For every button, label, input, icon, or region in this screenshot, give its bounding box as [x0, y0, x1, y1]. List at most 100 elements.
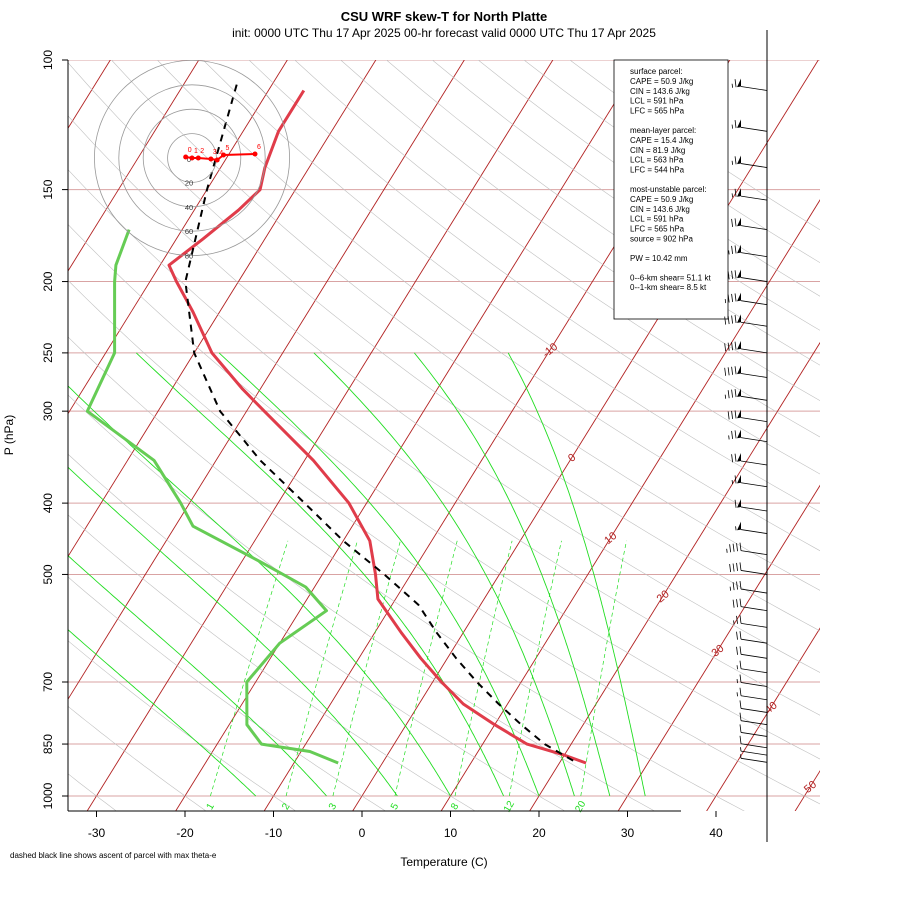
wind-barb-half-feather [731, 124, 733, 129]
temperature-tick-label: 0 [359, 826, 366, 840]
moist-adiabat [413, 352, 611, 797]
isotherm-line [68, 60, 200, 272]
wind-barb [724, 388, 768, 401]
wind-barb-half-feather [735, 526, 737, 531]
chart-subtitle: init: 0000 UTC Thu 17 Apr 2025 00-hr for… [232, 26, 656, 40]
wind-barb-feather [731, 245, 733, 254]
temperature-tick-label: 20 [532, 826, 546, 840]
temperature-trace [167, 89, 587, 765]
wind-barb [734, 499, 768, 512]
hodograph-point [208, 156, 214, 162]
wind-barb [739, 700, 768, 713]
mixing-ratio-label: 1 [205, 801, 218, 812]
wind-barb [739, 735, 768, 749]
hodograph-ring-label: 40 [185, 203, 193, 212]
wind-barb-feather [729, 563, 732, 573]
wind-barb-feather [739, 646, 742, 655]
wind-barb-flag [737, 292, 741, 302]
hodograph-ring-label: 20 [185, 178, 193, 187]
wind-barb-feather [731, 218, 733, 227]
wind-barb-feather [734, 453, 737, 462]
moist-adiabat [68, 385, 451, 797]
hodograph-ring-label: 60 [185, 227, 193, 236]
info-line: source = 902 hPa [630, 235, 693, 244]
hodograph-point [183, 154, 189, 160]
isotherm-label: -10 [540, 341, 560, 360]
wind-barb-feather [734, 188, 737, 197]
wind-barb-feather [727, 271, 730, 280]
wind-barb-flag [737, 119, 741, 128]
hodograph-km-label: 4 [219, 150, 223, 157]
wind-barb-feather [734, 270, 737, 279]
wind-barb-flag [737, 188, 741, 197]
wind-barb [739, 712, 768, 726]
isotherm-label: 40 [763, 700, 780, 717]
wind-barb [735, 521, 768, 534]
info-line: CIN = 143.6 J/kg [630, 205, 690, 214]
wind-barb-half-feather [736, 679, 738, 684]
info-line: LFC = 565 hPa [630, 107, 685, 116]
wind-barb-feather [729, 544, 732, 553]
dry-adiabat [68, 336, 745, 811]
wind-barb-half-feather [740, 747, 742, 752]
pressure-tick-label: 500 [41, 564, 55, 584]
wind-barb-shaft [740, 682, 768, 687]
mixing-ratio-line [454, 540, 513, 797]
pressure-tick-label: 850 [41, 734, 55, 754]
wind-barb-feather [734, 245, 737, 254]
wind-barb-feather [739, 581, 742, 590]
wind-barb-feather [734, 120, 737, 129]
isotherm-label: 10 [602, 530, 619, 547]
wind-barb [736, 631, 768, 644]
wind-barb-flag [737, 365, 741, 375]
wind-barb-feather [731, 342, 733, 351]
pressure-tick-label: 200 [41, 271, 55, 291]
wind-barb-feather [739, 674, 742, 683]
info-line: LCL = 591 hPa [630, 97, 684, 106]
hodograph-ring-label: 80 [185, 252, 193, 261]
wind-barb [727, 409, 768, 423]
wind-barb-feather [727, 367, 730, 376]
wind-barb [736, 646, 768, 659]
wind-barb-feather [732, 582, 735, 591]
temperature-tick-label: 40 [709, 826, 723, 840]
wind-barb-flag [737, 429, 741, 439]
mixing-ratio-label: 3 [327, 801, 340, 812]
wind-barb-shaft [740, 638, 768, 644]
isotherm-line [175, 60, 642, 811]
wind-barb-feather [724, 316, 727, 325]
dry-adiabat [68, 640, 297, 811]
wind-barb-half-feather [724, 394, 727, 399]
wind-barb-shaft [740, 653, 768, 659]
wind-barb-feather [739, 712, 742, 721]
hodograph-km-label: 2 [200, 148, 204, 155]
moist-adiabat [68, 555, 327, 797]
dry-adiabat [68, 514, 476, 811]
wind-barb-flag [737, 409, 741, 419]
moist-adiabat [218, 352, 540, 797]
wind-barb-feather [731, 315, 733, 324]
wind-barb-feather [734, 499, 737, 508]
wind-barb [724, 365, 768, 378]
wind-barb-feather [731, 410, 733, 419]
dry-adiabat [386, 60, 820, 366]
wind-barb-feather [734, 293, 737, 302]
hodograph-point [252, 151, 258, 157]
y-axis-title: P (hPa) [2, 415, 16, 455]
isotherm-label: 30 [709, 643, 726, 660]
wind-barb-half-feather [736, 692, 738, 697]
moist-adiabat [135, 352, 505, 797]
wind-barb-shaft [740, 732, 768, 737]
wind-barb-half-feather [731, 160, 733, 165]
wind-barb-feather [727, 342, 730, 351]
wind-barb-flag [737, 155, 741, 165]
wind-barb [729, 581, 768, 594]
pressure-tick-label: 400 [41, 493, 55, 513]
wind-barb [731, 188, 768, 201]
wind-barb-feather [731, 454, 733, 463]
mixing-ratio-line [285, 540, 358, 797]
wind-barb-feather [736, 646, 738, 655]
isotherm-line [68, 60, 377, 558]
parcel-trace [184, 84, 578, 764]
